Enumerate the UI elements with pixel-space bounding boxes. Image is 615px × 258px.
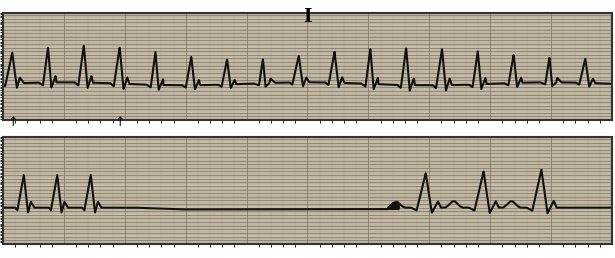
Text: ↑: ↑ [114,116,125,129]
Text: I: I [303,8,312,26]
Text: ↑: ↑ [7,116,18,129]
